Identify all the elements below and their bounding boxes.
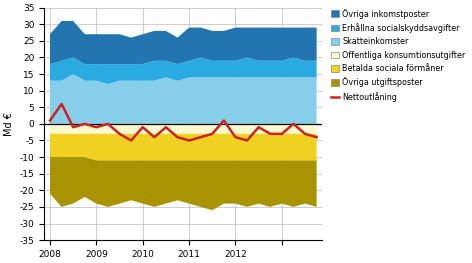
Legend: Övriga inkomstposter, Erhållna socialskyddsavgifter, Skatteinkomster, Offentliga: Övriga inkomstposter, Erhållna socialsky… <box>329 7 467 103</box>
Y-axis label: Md €: Md € <box>4 112 14 136</box>
